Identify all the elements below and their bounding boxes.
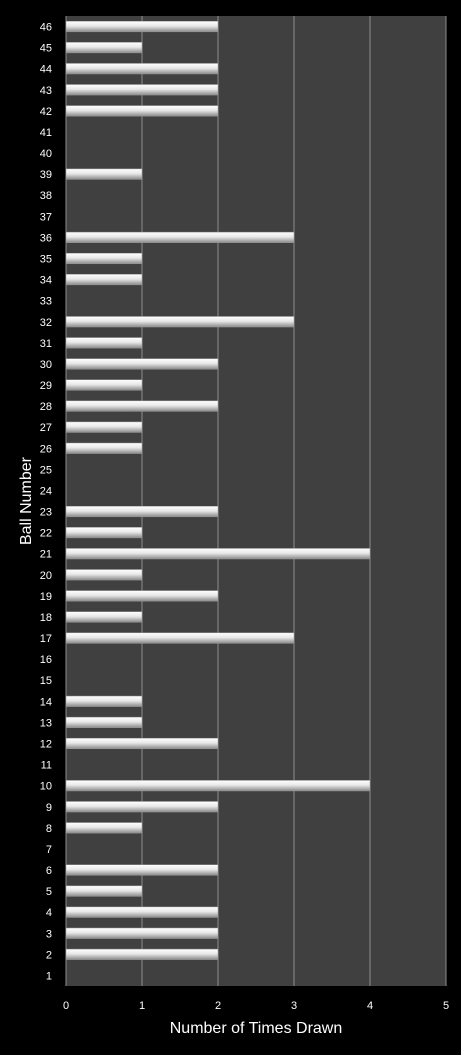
y-tick-label: 37	[40, 211, 52, 223]
bar	[65, 421, 143, 433]
y-tick-label: 7	[46, 844, 52, 856]
y-tick-label: 43	[40, 85, 52, 97]
y-tick-label: 29	[40, 380, 52, 392]
y-tick-label: 40	[40, 148, 52, 160]
y-tick-label: 46	[40, 22, 52, 34]
y-tick-label: 19	[40, 591, 52, 603]
y-tick-label: 25	[40, 464, 52, 476]
y-tick-label: 41	[40, 127, 52, 139]
x-axis-title: Number of Times Drawn	[170, 1020, 343, 1037]
x-tick-label: 2	[215, 1000, 221, 1012]
bar	[65, 337, 143, 349]
bar	[65, 316, 295, 328]
y-tick-label: 13	[40, 717, 52, 729]
y-tick-label: 33	[40, 296, 52, 308]
bar	[65, 695, 143, 707]
bar	[65, 379, 143, 391]
bar	[65, 506, 219, 518]
x-tick-labels: 0 1 2 3 4 5	[63, 1000, 449, 1012]
y-tick-label: 1	[46, 970, 52, 982]
y-tick-label: 28	[40, 401, 52, 413]
y-tick-label: 34	[40, 275, 52, 287]
x-tick-label: 4	[367, 1000, 373, 1012]
y-tick-label: 39	[40, 169, 52, 181]
y-tick-label: 38	[40, 190, 52, 202]
bar	[65, 780, 371, 792]
bar	[65, 864, 219, 876]
y-tick-label: 32	[40, 317, 52, 329]
bar	[65, 358, 219, 370]
y-tick-labels: 1234567891011121314151617181920212223242…	[40, 22, 52, 983]
x-tick-label: 1	[139, 1000, 145, 1012]
x-tick-label: 3	[291, 1000, 297, 1012]
y-tick-label: 36	[40, 232, 52, 244]
y-tick-label: 20	[40, 570, 52, 582]
y-tick-label: 12	[40, 739, 52, 751]
bar	[65, 548, 371, 560]
y-tick-label: 8	[46, 823, 52, 835]
bar	[65, 590, 219, 602]
bar	[65, 948, 219, 960]
y-tick-label: 35	[40, 254, 52, 266]
y-tick-label: 5	[46, 886, 52, 898]
bar	[65, 611, 143, 623]
y-tick-label: 11	[41, 760, 52, 772]
y-tick-label: 24	[40, 485, 52, 497]
y-tick-label: 26	[40, 443, 52, 455]
y-tick-label: 16	[40, 654, 52, 666]
y-tick-label: 21	[40, 549, 52, 561]
y-tick-label: 31	[40, 338, 52, 350]
bars	[65, 21, 371, 960]
bar	[65, 442, 143, 454]
bar	[65, 274, 143, 286]
y-tick-label: 3	[46, 928, 52, 940]
y-tick-label: 30	[40, 359, 52, 371]
bar	[65, 885, 143, 897]
bar	[65, 906, 219, 918]
x-tick-label: 0	[63, 1000, 69, 1012]
bar	[65, 632, 295, 644]
bar	[65, 21, 219, 33]
bar	[65, 231, 295, 243]
y-tick-label: 17	[40, 633, 52, 645]
y-tick-label: 2	[46, 949, 52, 961]
y-axis-title: Ball Number	[18, 456, 35, 545]
y-tick-label: 6	[46, 865, 52, 877]
y-tick-label: 9	[46, 802, 52, 814]
bar	[65, 927, 219, 939]
y-tick-label: 44	[40, 64, 52, 76]
bar	[65, 569, 143, 581]
y-tick-label: 14	[40, 696, 52, 708]
bar	[65, 252, 143, 265]
y-tick-label: 42	[40, 106, 52, 118]
y-tick-label: 15	[40, 675, 52, 687]
bar	[65, 400, 219, 412]
bar	[65, 84, 219, 96]
bar	[65, 42, 143, 54]
bar	[65, 527, 143, 539]
y-tick-label: 18	[40, 612, 52, 624]
bar	[65, 105, 219, 117]
y-tick-label: 22	[40, 528, 52, 540]
x-tick-label: 5	[443, 1000, 449, 1012]
y-tick-label: 27	[40, 422, 52, 434]
bar	[65, 716, 143, 728]
y-tick-label: 4	[46, 907, 52, 919]
bar	[65, 801, 219, 813]
bar	[65, 737, 219, 750]
bar	[65, 822, 143, 834]
y-tick-label: 10	[40, 781, 52, 793]
bar	[65, 63, 219, 75]
y-tick-label: 45	[40, 43, 52, 55]
bar	[65, 168, 143, 180]
plot-area	[66, 16, 446, 986]
y-tick-label: 23	[40, 507, 52, 519]
